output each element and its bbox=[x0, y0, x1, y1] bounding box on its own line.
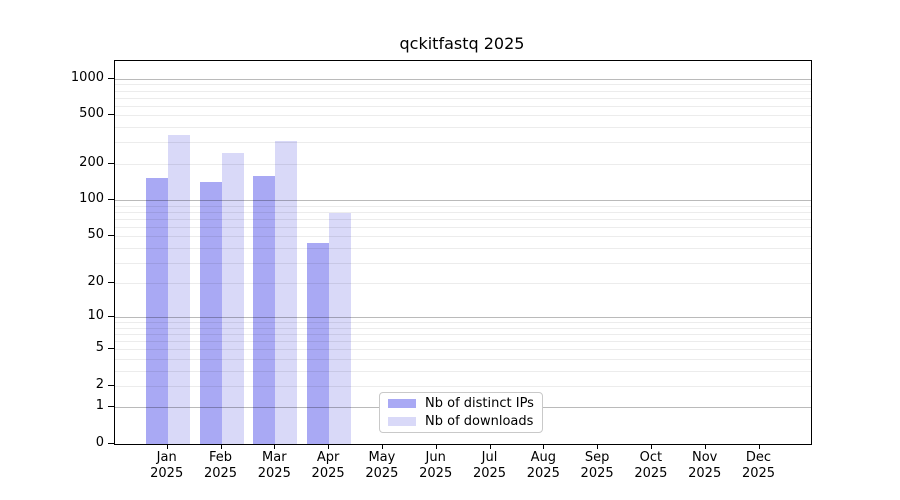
x-tick bbox=[704, 444, 706, 449]
x-tick-label: Nov 2025 bbox=[688, 450, 722, 481]
y-tick bbox=[108, 282, 114, 284]
legend-label: Nb of downloads bbox=[425, 414, 534, 429]
y-tick bbox=[108, 235, 114, 237]
x-tick bbox=[166, 444, 168, 449]
gridline-minor bbox=[115, 205, 811, 207]
x-tick-label: Feb 2025 bbox=[203, 450, 238, 481]
y-tick bbox=[108, 348, 114, 350]
legend-swatch-downloads bbox=[388, 417, 416, 426]
legend: Nb of distinct IPs Nb of downloads bbox=[379, 392, 543, 433]
gridline-minor bbox=[115, 327, 811, 329]
x-tick-label: Oct 2025 bbox=[634, 450, 668, 481]
gridline-minor bbox=[115, 247, 811, 249]
gridline-minor bbox=[115, 97, 811, 99]
y-tick-label: 0 bbox=[95, 435, 104, 450]
x-tick bbox=[435, 444, 437, 449]
bar-distinct-ips bbox=[145, 178, 168, 444]
x-tick-label: Jun 2025 bbox=[419, 450, 453, 481]
y-tick-label: 1 bbox=[95, 398, 104, 414]
y-tick bbox=[108, 406, 114, 408]
gridline-minor bbox=[115, 90, 811, 92]
y-tick-label: 20 bbox=[87, 274, 104, 290]
gridline-major bbox=[115, 78, 811, 80]
legend-item: Nb of distinct IPs bbox=[388, 396, 534, 411]
gridline-major bbox=[115, 317, 811, 319]
y-tick bbox=[108, 443, 114, 444]
gridline-minor bbox=[115, 322, 811, 324]
gridline-minor bbox=[115, 370, 811, 372]
gridline-major bbox=[115, 200, 811, 202]
gridline-minor bbox=[115, 262, 811, 264]
gridline-minor bbox=[115, 334, 811, 336]
y-tick bbox=[108, 384, 114, 386]
x-tick bbox=[274, 444, 276, 449]
gridline-minor bbox=[115, 283, 811, 285]
gridline-minor bbox=[115, 236, 811, 238]
bar-downloads bbox=[329, 213, 352, 444]
bar-distinct-ips bbox=[199, 182, 222, 444]
y-tick bbox=[108, 316, 114, 318]
x-tick-label: Jul 2025 bbox=[472, 450, 507, 481]
gridline-minor bbox=[115, 84, 811, 86]
x-tick bbox=[381, 444, 383, 449]
y-tick-label: 100 bbox=[79, 191, 104, 207]
bar-distinct-ips bbox=[307, 242, 330, 444]
bar-distinct-ips bbox=[253, 176, 276, 444]
y-tick-label: 50 bbox=[87, 227, 104, 243]
x-tick-label: Apr 2025 bbox=[311, 450, 345, 481]
y-tick bbox=[108, 114, 114, 116]
x-tick bbox=[650, 444, 652, 449]
gridline-minor bbox=[115, 105, 811, 107]
bar-downloads bbox=[275, 140, 298, 444]
gridline-minor bbox=[115, 211, 811, 213]
x-tick-label: Aug 2025 bbox=[526, 450, 560, 481]
x-tick-label: Sep 2025 bbox=[580, 450, 614, 481]
x-tick bbox=[489, 444, 491, 449]
gridline-minor bbox=[115, 226, 811, 228]
x-tick-label: May 2025 bbox=[365, 450, 399, 481]
gridline-minor bbox=[115, 349, 811, 351]
y-tick bbox=[108, 162, 114, 164]
gridline-minor bbox=[115, 142, 811, 144]
legend-item: Nb of downloads bbox=[388, 414, 534, 429]
legend-swatch-distinct-ips bbox=[388, 399, 416, 408]
legend-label: Nb of distinct IPs bbox=[425, 396, 534, 411]
y-tick bbox=[108, 77, 114, 79]
y-tick-label: 500 bbox=[79, 106, 104, 122]
gridline-minor bbox=[115, 127, 811, 129]
gridline-minor bbox=[115, 163, 811, 165]
y-tick-label: 10 bbox=[87, 308, 104, 324]
x-tick bbox=[758, 444, 760, 449]
bar-downloads bbox=[167, 135, 190, 444]
x-tick bbox=[328, 444, 330, 449]
y-tick-label: 2 bbox=[95, 376, 104, 392]
gridline-minor bbox=[115, 385, 811, 387]
x-tick-label: Mar 2025 bbox=[257, 450, 291, 481]
plot-area bbox=[114, 60, 812, 445]
x-tick-label: Jan 2025 bbox=[150, 450, 184, 481]
x-tick bbox=[597, 444, 599, 449]
gridline-minor bbox=[115, 358, 811, 360]
y-tick-label: 200 bbox=[79, 154, 104, 170]
y-tick-label: 5 bbox=[95, 340, 104, 356]
x-tick bbox=[543, 444, 545, 449]
chart-title: qckitfastq 2025 bbox=[399, 34, 525, 53]
gridline-minor bbox=[115, 218, 811, 220]
y-tick bbox=[108, 199, 114, 201]
gridline-minor bbox=[115, 341, 811, 343]
x-tick-label: Dec 2025 bbox=[741, 450, 776, 481]
y-tick-label: 1000 bbox=[70, 69, 104, 85]
gridline-minor bbox=[115, 115, 811, 117]
bar-downloads bbox=[221, 153, 244, 444]
x-tick bbox=[220, 444, 222, 449]
